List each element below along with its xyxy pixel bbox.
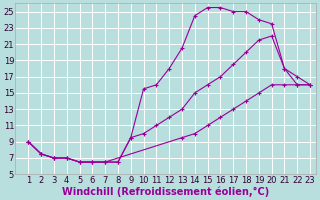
X-axis label: Windchill (Refroidissement éolien,°C): Windchill (Refroidissement éolien,°C) <box>62 186 270 197</box>
